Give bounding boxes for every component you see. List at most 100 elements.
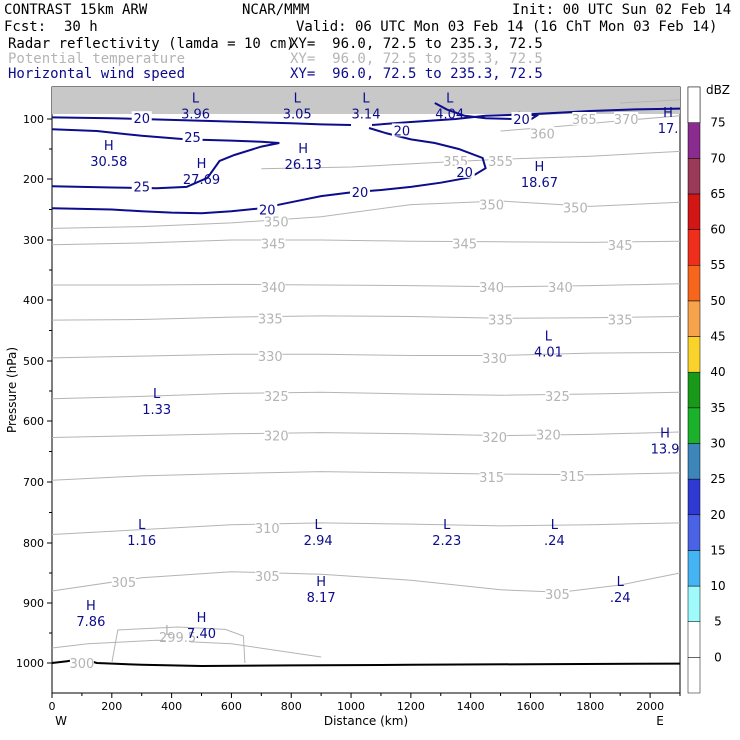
- colorbar-level-label: 25: [710, 472, 725, 486]
- theta-label: 350: [264, 216, 289, 231]
- colorbar-swatch: [687, 407, 701, 444]
- wind-label: 20: [394, 124, 411, 139]
- extremum-high-marker: H: [86, 599, 96, 614]
- y-tick-label: 100: [23, 113, 44, 126]
- wind-label-bg: [257, 202, 278, 216]
- theta-label: 335: [608, 314, 633, 329]
- colorbar-swatch: [687, 478, 701, 516]
- theta-label-bg: [69, 656, 94, 669]
- y-tick-label: 700: [23, 476, 44, 489]
- extremum-high-marker: H: [104, 139, 114, 154]
- theta-label: 305: [111, 576, 136, 591]
- theta-label: 365: [572, 113, 597, 128]
- theta-contour-345: [51, 239, 681, 246]
- y-tick-label: 300: [23, 234, 44, 247]
- theta-label-bg: [482, 350, 507, 364]
- upper-level-theta-band: [52, 87, 680, 114]
- colorbar-level-label: 40: [710, 365, 725, 379]
- theta-label-bg: [548, 279, 573, 293]
- extremum-value: 2.94: [304, 534, 333, 549]
- theta-label-bg: [488, 154, 513, 167]
- theta-label: 345: [608, 239, 633, 254]
- field-theta-name: Potential temperature: [8, 51, 186, 67]
- colorbar-swatch: [687, 621, 701, 658]
- colorbar-level-label: 0: [714, 650, 722, 664]
- model-title: CONTRAST 15km ARW: [4, 2, 148, 18]
- theta-label-bg: [563, 200, 588, 214]
- extremum-low-marker: L: [138, 518, 146, 533]
- theta-label: 315: [560, 470, 585, 485]
- colorbar-swatch: [687, 193, 701, 230]
- theta-label: 355: [488, 155, 513, 170]
- extremum-low-marker: L: [617, 575, 625, 590]
- colorbar-level-label: 65: [710, 187, 725, 201]
- theta-label-bg: [479, 279, 504, 293]
- theta-label: 315: [479, 471, 504, 486]
- theta-label: 370: [614, 113, 639, 128]
- colorbar-level-label: 70: [710, 151, 725, 165]
- colorbar-level-label: 55: [710, 258, 725, 272]
- extremum-value: .24: [544, 534, 565, 549]
- theta-label-bg: [111, 575, 136, 588]
- colorbar-bottom-box: [687, 657, 701, 694]
- colorbar-level-label: 50: [710, 294, 725, 308]
- valid-time: Valid: 06 UTC Mon 03 Feb 14 (16 ChT Mon …: [296, 19, 718, 35]
- theta-label-bg: [608, 237, 633, 251]
- extremum-value: 27.69: [183, 173, 220, 188]
- theta-label-bg: [264, 214, 289, 228]
- theta-contour-340: [52, 283, 681, 288]
- theta-contour-330: [51, 352, 681, 359]
- theta-contour-325: [51, 391, 681, 400]
- field-wind-name: Horizontal wind speed: [8, 66, 186, 82]
- theta-label-bg: [261, 236, 286, 250]
- theta-label: 340: [261, 281, 286, 296]
- wind-label: 25: [133, 180, 150, 195]
- theta-label-bg: [536, 427, 561, 441]
- theta-contour-299-5: [111, 626, 246, 664]
- extremum-low-marker: L: [153, 387, 161, 402]
- extremum-value: 1.16: [127, 534, 156, 549]
- theta-label: 340: [548, 281, 573, 296]
- extremum-value: 13.9: [651, 442, 680, 457]
- colorbar-level-label: 60: [710, 223, 725, 237]
- theta-label-bg: [479, 470, 504, 484]
- theta-label-bg: [530, 126, 555, 140]
- extremum-value: 2.23: [432, 534, 461, 549]
- theta-contour-335: [51, 315, 681, 321]
- theta-label: 335: [488, 314, 513, 329]
- colorbar-level-label: 20: [710, 508, 725, 522]
- extremum-value: 3.96: [181, 108, 210, 123]
- theta-label-bg: [545, 587, 570, 600]
- x-tick-label: 1800: [576, 700, 604, 713]
- y-tick-label: 900: [23, 597, 44, 610]
- field-reflectivity-xy: XY= 96.0, 72.5 to 235.3, 72.5: [290, 36, 543, 52]
- org-label: NCAR/MMM: [242, 2, 310, 18]
- wind-label: 20: [352, 186, 369, 201]
- wind-label: 20: [133, 112, 150, 127]
- colorbar-swatch: [687, 443, 701, 480]
- theta-contour-320: [51, 431, 681, 438]
- theta-label-bg: [452, 236, 477, 250]
- theta-label: 340: [479, 281, 504, 296]
- colorbar-swatch: [687, 122, 701, 159]
- x-tick-label: 2000: [636, 700, 664, 713]
- y-tick-label: 1000: [16, 657, 44, 670]
- x-tick-label: 1200: [397, 700, 425, 713]
- theta-label: 330: [482, 352, 507, 367]
- theta-label-bg: [258, 311, 283, 325]
- field-reflectivity-name: Radar reflectivity (lamda = 10 cm): [8, 36, 295, 52]
- plot-frame: [51, 86, 681, 694]
- y-tick-label: 200: [23, 173, 44, 186]
- extremum-low-marker: L: [294, 92, 302, 107]
- theta-label: 305: [255, 570, 280, 585]
- x-tick-label: 1600: [516, 700, 544, 713]
- extremum-high-marker: H: [660, 426, 670, 441]
- x-tick-label: 600: [221, 700, 242, 713]
- wind-label-bg: [182, 130, 203, 143]
- colorbar-swatch: [687, 550, 701, 587]
- x-tick-label: 1400: [457, 700, 485, 713]
- extremum-high-marker: H: [197, 611, 207, 626]
- extremum-value: 4.04: [435, 108, 464, 123]
- theta-contour-315: [51, 471, 681, 481]
- theta-label-bg: [572, 112, 597, 125]
